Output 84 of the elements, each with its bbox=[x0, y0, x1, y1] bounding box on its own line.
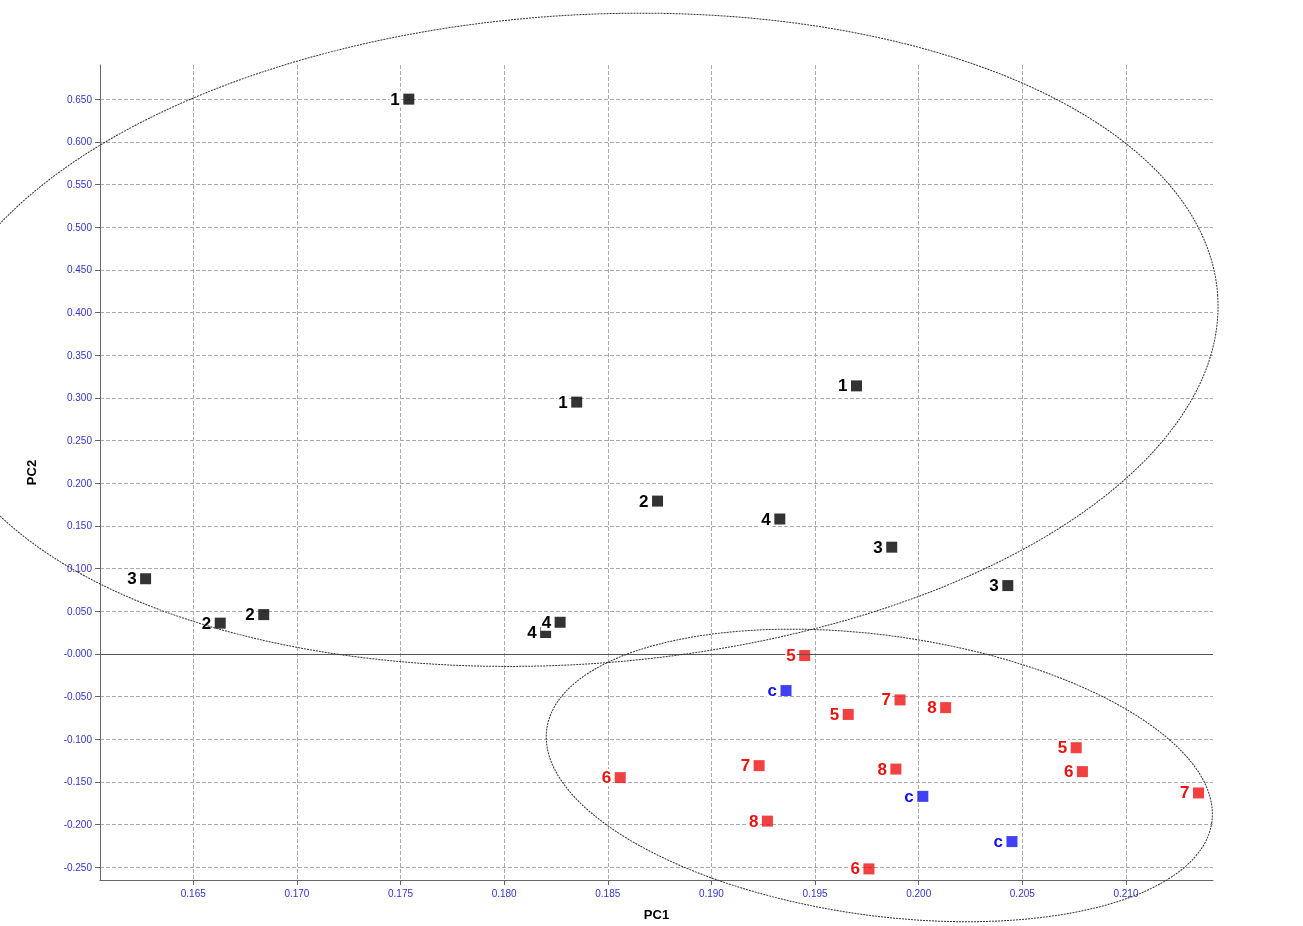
annotation: 8 bbox=[748, 811, 759, 831]
x-tick-label: 0.190 bbox=[698, 887, 725, 899]
y-tick-label: -0.150 bbox=[63, 776, 93, 788]
point bbox=[614, 772, 626, 784]
point bbox=[842, 708, 854, 720]
annotation: 7 bbox=[1180, 783, 1190, 803]
point bbox=[1070, 742, 1082, 754]
point bbox=[1006, 836, 1018, 848]
x-tick-label: 0.200 bbox=[906, 887, 932, 899]
y-tick-label: 0.300 bbox=[66, 392, 93, 404]
annotation: 7 bbox=[881, 690, 892, 710]
annotation: 3 bbox=[127, 569, 137, 589]
annotation: 3 bbox=[873, 537, 883, 557]
point bbox=[940, 702, 952, 714]
point bbox=[652, 495, 664, 507]
y-tick-label: -0.050 bbox=[63, 691, 93, 703]
y-tick-label: 0.250 bbox=[66, 435, 93, 446]
point bbox=[863, 863, 875, 875]
point bbox=[1076, 766, 1088, 778]
annotation: c bbox=[767, 681, 778, 701]
annotation: 2 bbox=[639, 491, 649, 511]
y-tick-label: 0.650 bbox=[66, 93, 93, 105]
y-tick-label: 0.450 bbox=[66, 264, 93, 276]
y-tick-label: 0.500 bbox=[66, 221, 93, 233]
point bbox=[753, 760, 765, 772]
y-tick-label: 0.550 bbox=[66, 178, 93, 190]
point bbox=[774, 513, 786, 525]
annotation: 6 bbox=[1063, 762, 1074, 782]
point bbox=[780, 685, 792, 697]
annotation: 3 bbox=[989, 576, 999, 596]
point bbox=[799, 650, 811, 662]
y-axis-title: PC2 bbox=[24, 459, 39, 486]
x-tick-label: 0.165 bbox=[180, 887, 207, 899]
y-tick-label: -0.000 bbox=[63, 648, 93, 660]
x-tick-label: 0.210 bbox=[1113, 887, 1139, 899]
annotation: 2 bbox=[245, 605, 255, 625]
point bbox=[258, 609, 270, 621]
y-tick-label: -0.250 bbox=[63, 861, 93, 873]
y-tick-label: 0.150 bbox=[66, 520, 93, 532]
point bbox=[761, 815, 773, 827]
x-tick-label: 0.175 bbox=[388, 887, 414, 899]
point bbox=[1192, 787, 1204, 799]
annotation: 5 bbox=[1057, 738, 1068, 758]
point bbox=[140, 573, 152, 585]
y-tick-label: 0.400 bbox=[66, 306, 93, 318]
y-tick-label: 0.100 bbox=[66, 563, 93, 575]
annotation: 8 bbox=[927, 698, 937, 718]
point bbox=[894, 694, 906, 706]
x-tick-label: 0.170 bbox=[284, 887, 310, 899]
y-tick-label: 0.200 bbox=[66, 477, 93, 489]
point bbox=[571, 396, 583, 408]
annotation: 1 bbox=[390, 89, 400, 109]
point bbox=[886, 541, 898, 553]
point bbox=[851, 380, 863, 392]
annotation: 8 bbox=[877, 759, 887, 779]
annotation: 4 bbox=[541, 612, 552, 632]
point bbox=[890, 763, 902, 775]
annotation: 6 bbox=[850, 859, 860, 879]
annotation: c bbox=[993, 832, 1003, 852]
annotation: 1 bbox=[838, 376, 848, 396]
y-tick-label: 0.050 bbox=[66, 605, 93, 617]
y-tick-label: -0.100 bbox=[63, 733, 93, 745]
x-tick-label: 0.180 bbox=[491, 887, 518, 899]
annotation: 1 bbox=[558, 392, 568, 412]
point bbox=[917, 790, 929, 802]
x-tick-label: 0.185 bbox=[595, 887, 621, 899]
annotation: 7 bbox=[740, 756, 751, 776]
x-tick-label: 0.205 bbox=[1009, 887, 1036, 899]
y-tick-label: 0.350 bbox=[66, 349, 93, 361]
point bbox=[214, 617, 226, 629]
annotation: c bbox=[904, 786, 914, 806]
y-tick-label: 0.600 bbox=[66, 136, 93, 148]
annotation: 6 bbox=[601, 768, 612, 788]
annotation: 2 bbox=[201, 613, 212, 633]
x-axis-title: PC1 bbox=[643, 907, 670, 922]
annotation: 5 bbox=[829, 704, 840, 724]
annotation: 4 bbox=[761, 509, 772, 529]
y-tick-label: -0.200 bbox=[63, 819, 93, 831]
point bbox=[1002, 580, 1014, 592]
annotation: 4 bbox=[527, 623, 538, 643]
annotation: 5 bbox=[786, 646, 796, 666]
x-tick-label: 0.195 bbox=[802, 887, 828, 899]
point bbox=[554, 616, 566, 628]
point bbox=[403, 93, 415, 105]
